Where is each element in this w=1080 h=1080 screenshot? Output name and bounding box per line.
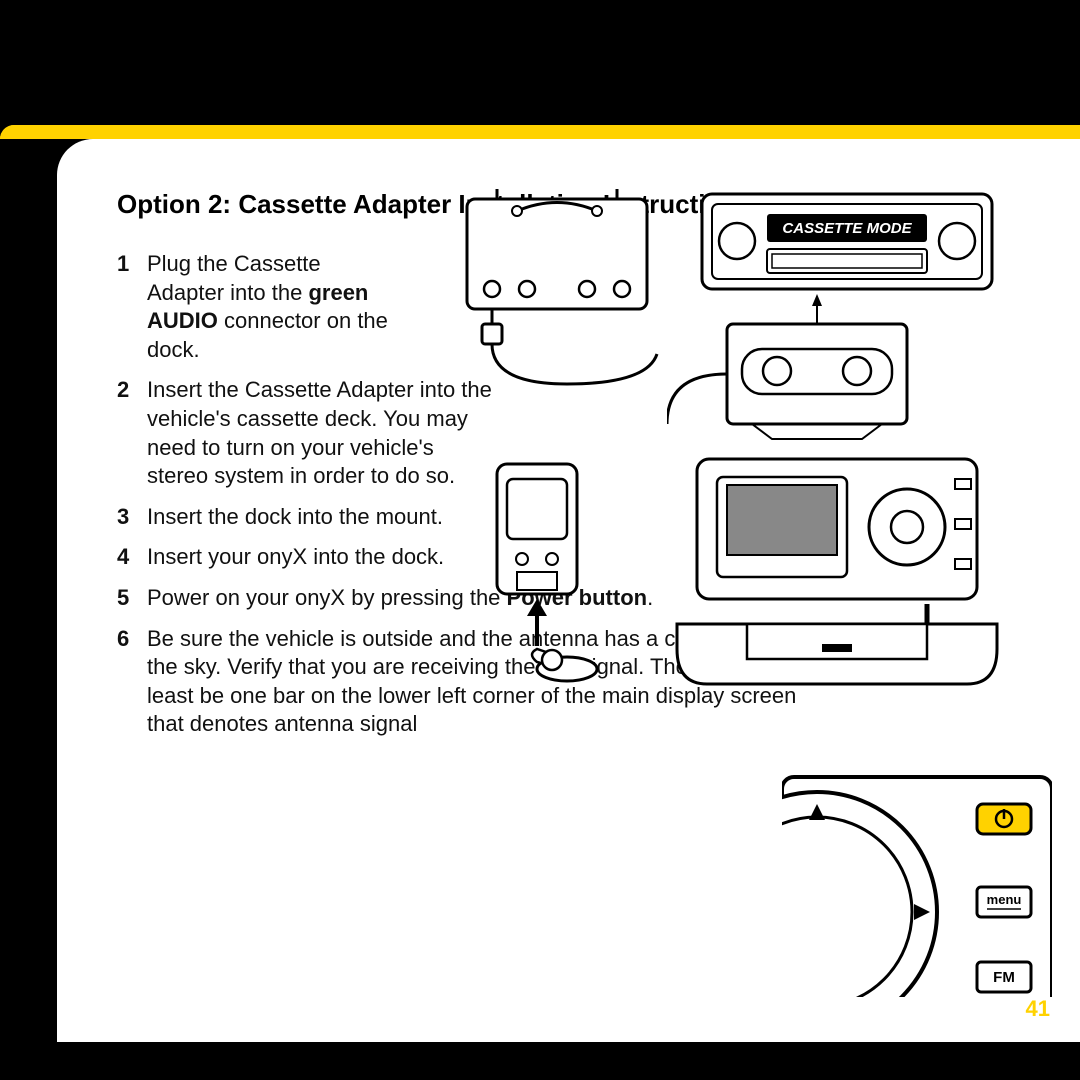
onyx-dock-illustration	[647, 449, 1007, 699]
fm-button-label: FM	[993, 969, 1015, 986]
cassette-illustration	[667, 294, 947, 444]
step-item: 5 Power on your onyX by pressing the Pow…	[117, 584, 737, 613]
manual-page: Option 2: Cassette Adapter Installation …	[57, 139, 1080, 1042]
step-number: 5	[117, 584, 147, 613]
step-number: 4	[117, 543, 147, 572]
mount-illustration	[457, 454, 627, 684]
step-item: 1 Plug the Cassette Adapter into the gre…	[117, 250, 397, 364]
step-text: Insert your onyX into the dock.	[147, 543, 497, 572]
cassette-mode-label: CASSETTE MODE	[782, 220, 912, 237]
step-number: 6	[117, 625, 147, 739]
step-item: 2 Insert the Cassette Adapter into the v…	[117, 376, 497, 490]
dock-back-illustration	[447, 189, 677, 389]
step-item: 3 Insert the dock into the mount.	[117, 503, 497, 532]
device-corner-illustration: menu FM	[782, 772, 1052, 997]
step-text: Insert the dock into the mount.	[147, 503, 497, 532]
car-stereo-illustration: CASSETTE MODE	[697, 189, 997, 299]
step-number: 2	[117, 376, 147, 490]
menu-button-label: menu	[987, 892, 1022, 907]
page-number: 41	[1026, 996, 1050, 1022]
step-text: Plug the Cassette Adapter into the green…	[147, 250, 397, 364]
step-item: 4 Insert your onyX into the dock.	[117, 543, 497, 572]
step-text: Insert the Cassette Adapter into the veh…	[147, 376, 497, 490]
step-number: 3	[117, 503, 147, 532]
accent-stripe	[0, 125, 1080, 139]
step-number: 1	[117, 250, 147, 364]
